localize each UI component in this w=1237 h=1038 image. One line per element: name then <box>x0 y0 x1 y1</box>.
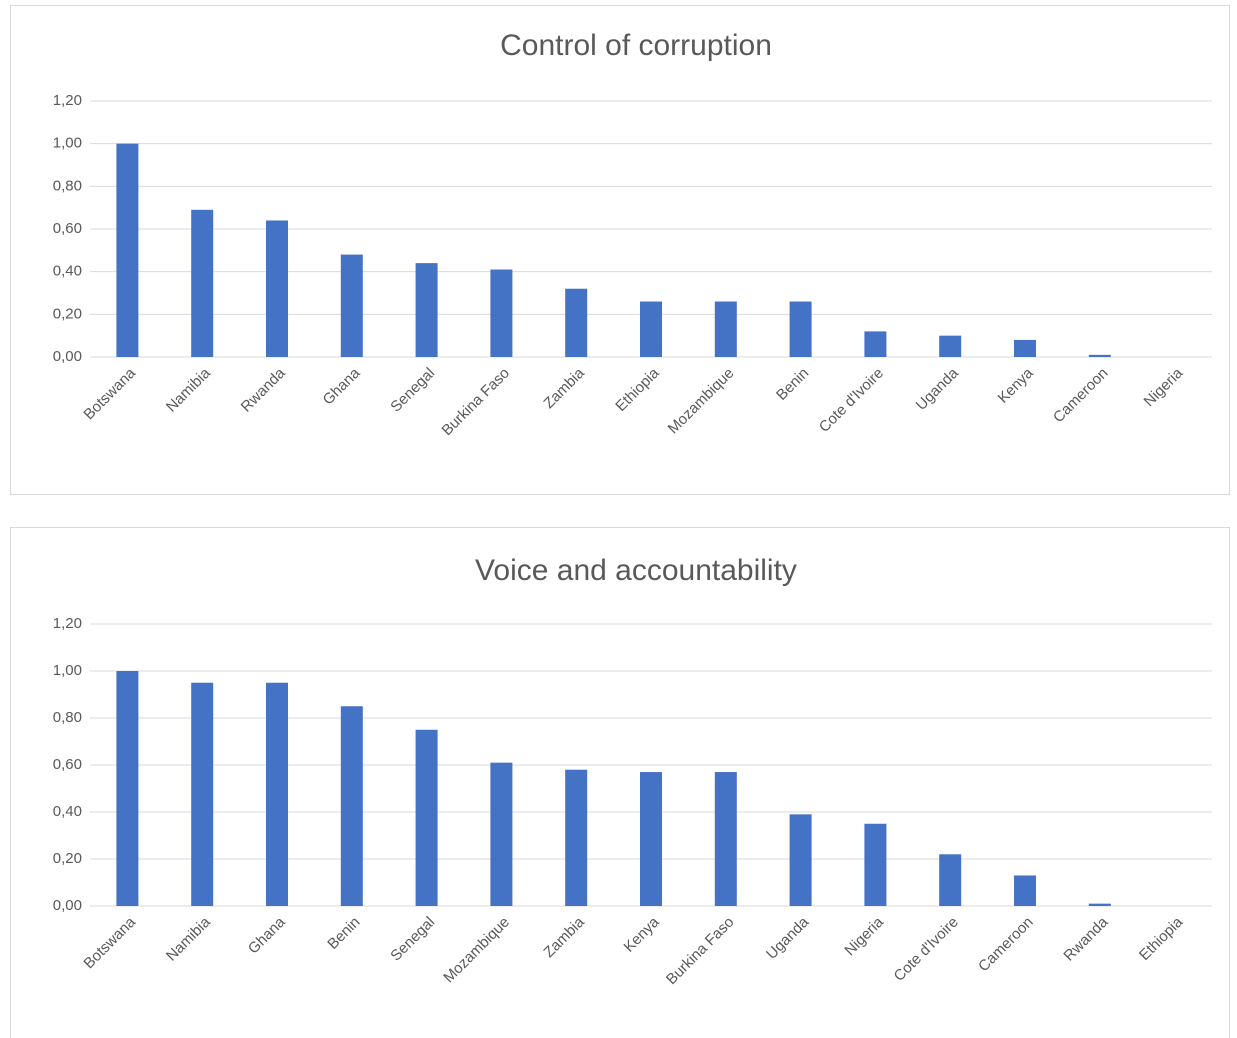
bar <box>565 769 588 906</box>
y-tick-label: 0,60 <box>53 220 82 237</box>
y-tick-label: 0,40 <box>53 803 82 820</box>
bar <box>714 301 737 357</box>
bar <box>939 335 962 357</box>
bar <box>565 288 588 357</box>
bar <box>340 706 363 906</box>
chart-frame <box>10 5 1230 495</box>
bar <box>415 729 438 906</box>
bar <box>116 143 139 357</box>
bar <box>864 823 887 906</box>
bar <box>640 301 662 357</box>
y-tick-label: 0,20 <box>53 305 82 322</box>
y-tick-label: 1,00 <box>53 135 82 152</box>
bar <box>266 220 288 357</box>
y-tick-label: 0,00 <box>53 897 82 914</box>
y-tick-label: 0,00 <box>53 348 82 365</box>
bar <box>490 762 513 906</box>
y-tick-label: 0,40 <box>53 263 82 280</box>
bar <box>640 772 662 906</box>
y-tick-label: 0,20 <box>53 850 82 867</box>
chart-title: Voice and accountability <box>475 554 797 587</box>
bar <box>789 814 812 906</box>
bar <box>1014 875 1036 906</box>
bar <box>116 671 139 906</box>
y-tick-label: 0,80 <box>53 177 82 194</box>
bar <box>939 854 962 906</box>
bar <box>789 301 812 357</box>
bar <box>864 331 887 357</box>
bar <box>714 772 737 906</box>
chart: Control of corruption 0,00 0,20 0,40 0,60 0,… <box>10 5 1230 495</box>
bar <box>1088 354 1111 357</box>
y-tick-label: 1,00 <box>53 662 82 679</box>
bar <box>266 682 288 906</box>
chart: Voice and accountability 0,00 0,20 0,40 0,6… <box>10 527 1230 1038</box>
y-tick-label: 1,20 <box>53 92 82 109</box>
bar <box>191 682 214 906</box>
bar <box>1014 339 1036 357</box>
bar <box>191 209 214 357</box>
y-tick-label: 0,60 <box>53 756 82 773</box>
bar <box>1088 903 1111 906</box>
y-tick-label: 0,80 <box>53 709 82 726</box>
bar <box>340 254 363 357</box>
chart-frame <box>10 527 1230 1038</box>
bar <box>490 269 513 357</box>
bar <box>415 263 438 357</box>
y-tick-label: 1,20 <box>53 615 82 632</box>
chart-title: Control of corruption <box>500 29 772 62</box>
